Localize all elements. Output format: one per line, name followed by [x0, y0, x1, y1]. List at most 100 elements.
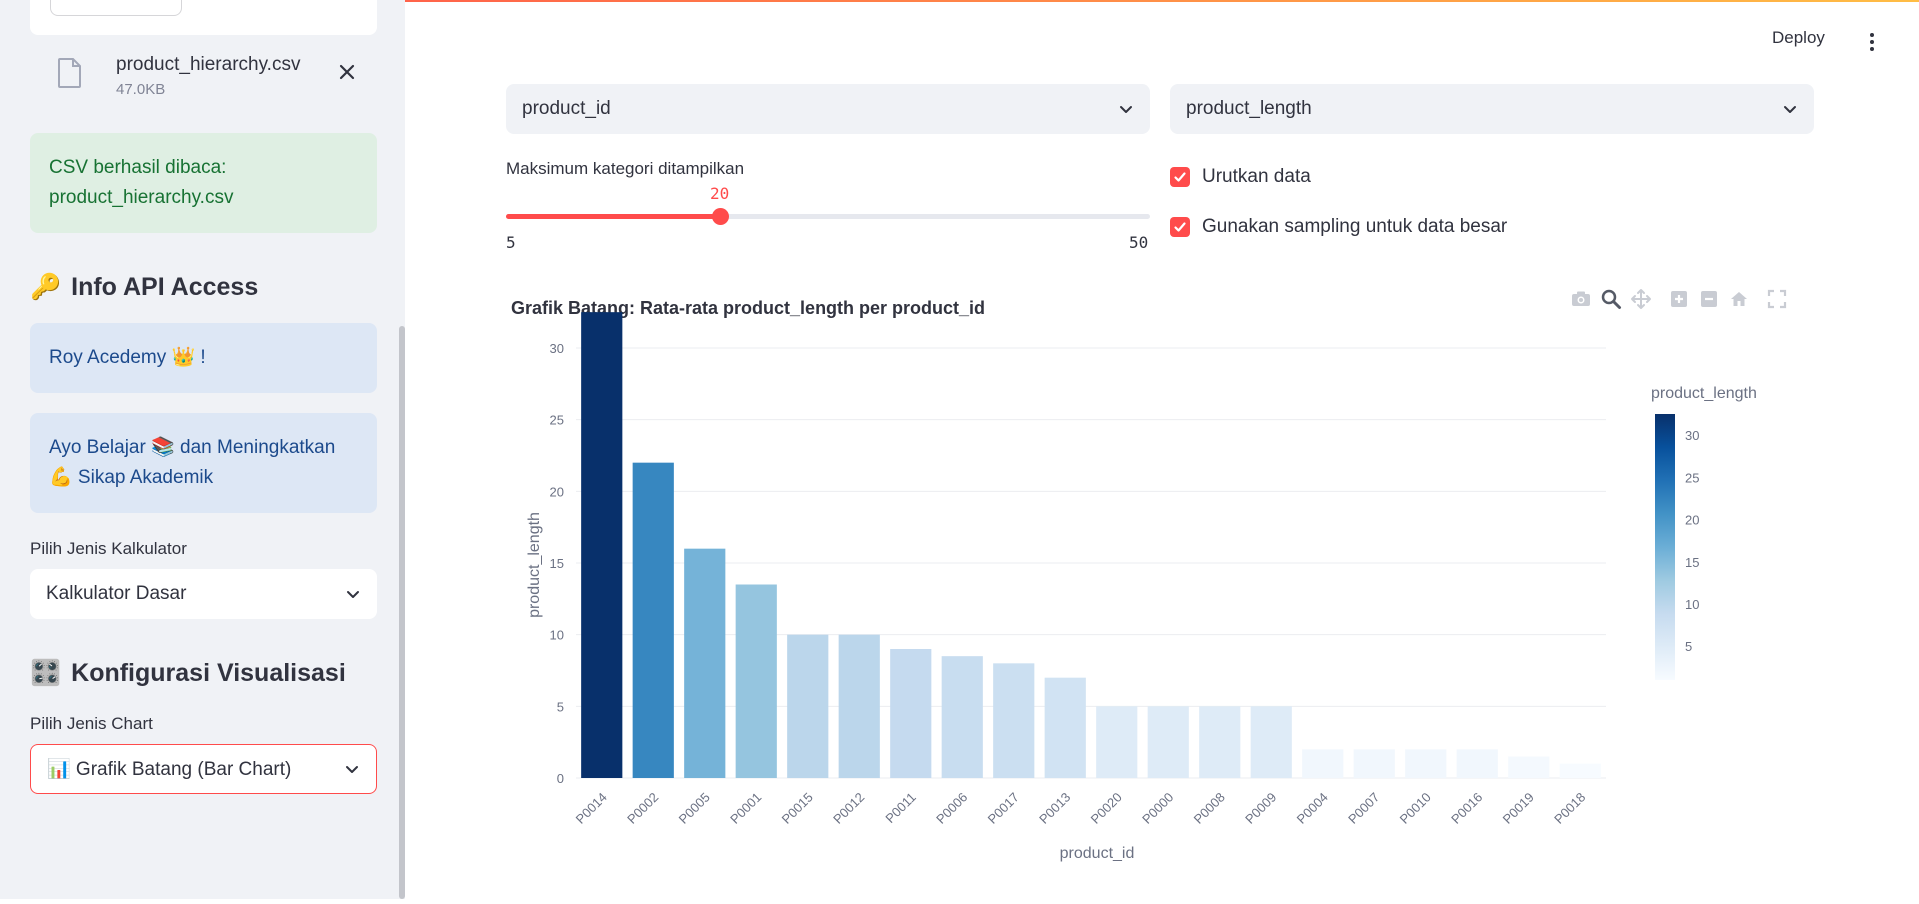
chart-type-select[interactable]: 📊 Grafik Batang (Bar Chart) — [30, 744, 377, 794]
x-tick-label: P0009 — [1242, 790, 1279, 827]
bar-P0008 — [1199, 706, 1241, 778]
bar-P0020 — [1096, 706, 1138, 778]
chart-modebar — [1570, 288, 1788, 310]
x-tick-label: P0010 — [1397, 790, 1434, 827]
success-line-1: CSV berhasil dibaca: — [49, 157, 227, 178]
bar-P0015 — [787, 634, 829, 778]
calculator-select-value: Kalkulator Dasar — [46, 583, 187, 604]
key-icon: 🔑 — [30, 273, 62, 301]
x-tick-label: P0012 — [830, 790, 867, 827]
fullscreen-icon[interactable] — [1766, 288, 1788, 310]
bar-chart: Grafik Batang: Rata-rata product_length … — [506, 280, 1806, 899]
slider-track[interactable] — [506, 214, 1150, 219]
home-icon[interactable] — [1728, 288, 1750, 310]
bar-P0013 — [1044, 677, 1086, 778]
zoom-icon[interactable] — [1600, 288, 1622, 310]
slider-value: 20 — [710, 184, 730, 203]
viz-section-title: Konfigurasi Visualisasi — [71, 659, 346, 687]
y-column-select[interactable]: product_length — [1170, 84, 1814, 134]
slider-thumb[interactable] — [712, 208, 729, 225]
slider-label: Maksimum kategori ditampilkan — [506, 159, 745, 178]
success-alert: CSV berhasil dibaca: product_hierarchy.c… — [30, 133, 377, 233]
y-tick-label: 15 — [550, 556, 564, 571]
x-tick-label: P0001 — [727, 790, 764, 827]
colorbar-tick-label: 20 — [1685, 513, 1699, 528]
api-section-title: Info API Access — [71, 273, 259, 301]
bar-P0014 — [581, 312, 623, 778]
x-tick-label: P0015 — [779, 790, 816, 827]
close-icon — [339, 64, 355, 80]
pan-icon[interactable] — [1630, 288, 1652, 310]
info-box-academy: Roy Acedemy 👑 ! — [30, 323, 377, 393]
browse-files-button[interactable] — [50, 0, 182, 16]
bar-P0012 — [838, 634, 880, 778]
file-icon — [58, 58, 81, 88]
colorbar-tick-label: 30 — [1685, 428, 1699, 443]
x-tick-label: P0018 — [1551, 790, 1588, 827]
bar-P0009 — [1250, 706, 1292, 778]
y-column-value: product_length — [1186, 98, 1312, 119]
y-tick-label: 25 — [550, 413, 564, 428]
x-tick-label: P0016 — [1448, 790, 1485, 827]
api-section-heading: 🔑 Info API Access — [30, 273, 258, 302]
y-tick-label: 0 — [557, 771, 564, 786]
bar-P0019 — [1508, 756, 1550, 778]
chevron-down-icon — [346, 766, 358, 773]
slider-min: 5 — [506, 233, 516, 252]
colorbar-tick-label: 10 — [1685, 597, 1699, 612]
x-tick-label: P0000 — [1139, 790, 1176, 827]
checkbox-checked-icon — [1170, 217, 1190, 237]
bar-P0017 — [993, 663, 1035, 778]
sidebar-scrollbar-thumb[interactable] — [399, 326, 405, 899]
top-decoration-bar — [0, 0, 1919, 2]
calculator-select[interactable]: Kalkulator Dasar — [30, 569, 377, 619]
chevron-down-icon — [347, 591, 359, 598]
bar-P0006 — [941, 656, 983, 778]
zoom-in-icon[interactable] — [1668, 288, 1690, 310]
remove-file-button[interactable] — [334, 59, 360, 85]
bar-P0000 — [1147, 706, 1189, 778]
colorbar-tick-label: 15 — [1685, 555, 1699, 570]
sort-checkbox[interactable]: Urutkan data — [1170, 166, 1311, 188]
bar-chart-svg: Grafik Batang: Rata-rata product_length … — [511, 298, 1757, 862]
calculator-label: Pilih Jenis Kalkulator — [30, 539, 187, 558]
x-tick-label: P0007 — [1345, 790, 1382, 827]
x-tick-label: P0006 — [933, 790, 970, 827]
deploy-button[interactable]: Deploy — [1772, 28, 1825, 47]
bar-P0004 — [1302, 749, 1344, 778]
colorbar — [1655, 414, 1675, 680]
bar-P0001 — [735, 584, 777, 778]
bar-P0011 — [890, 649, 932, 778]
chart-type-label: Pilih Jenis Chart — [30, 714, 153, 733]
info-box-motivation: Ayo Belajar 📚 dan Meningkatkan 💪 Sikap A… — [30, 413, 377, 513]
colorbar-tick-label: 5 — [1685, 639, 1692, 654]
file-name: product_hierarchy.csv — [116, 54, 301, 75]
slider-fill — [506, 214, 720, 219]
chart-type-select-value: 📊 Grafik Batang (Bar Chart) — [47, 759, 292, 780]
bar-P0016 — [1456, 749, 1498, 778]
info-box-motivation-line-1: Ayo Belajar 📚 dan Meningkatkan — [49, 437, 336, 458]
control-knobs-icon: 🎛️ — [30, 659, 62, 687]
more-menu-icon[interactable] — [1864, 30, 1880, 54]
uploaded-file-row: product_hierarchy.csv 47.0KB — [30, 50, 377, 102]
colorbar-title: product_length — [1651, 385, 1757, 402]
sampling-checkbox[interactable]: Gunakan sampling untuk data besar — [1170, 216, 1507, 238]
x-column-select[interactable]: product_id — [506, 84, 1150, 134]
info-box-motivation-line-2: 💪 Sikap Akademik — [49, 467, 214, 488]
chart-title: Grafik Batang: Rata-rata product_length … — [511, 298, 985, 318]
x-tick-label: P0004 — [1294, 790, 1331, 827]
x-tick-label: P0005 — [676, 790, 713, 827]
bar-P0002 — [632, 462, 674, 778]
zoom-out-icon[interactable] — [1698, 288, 1720, 310]
chevron-down-icon — [1120, 106, 1132, 113]
sampling-checkbox-label: Gunakan sampling untuk data besar — [1202, 216, 1508, 237]
sort-checkbox-label: Urutkan data — [1202, 166, 1311, 187]
colorbar-tick-label: 25 — [1685, 470, 1699, 485]
camera-icon[interactable] — [1570, 288, 1592, 310]
x-tick-label: P0011 — [882, 790, 919, 827]
y-tick-label: 20 — [550, 484, 564, 499]
y-tick-label: 30 — [550, 341, 564, 356]
bar-P0010 — [1405, 749, 1447, 778]
sidebar: product_hierarchy.csv 47.0KB CSV berhasi… — [0, 0, 405, 899]
slider-max: 50 — [1129, 233, 1149, 252]
